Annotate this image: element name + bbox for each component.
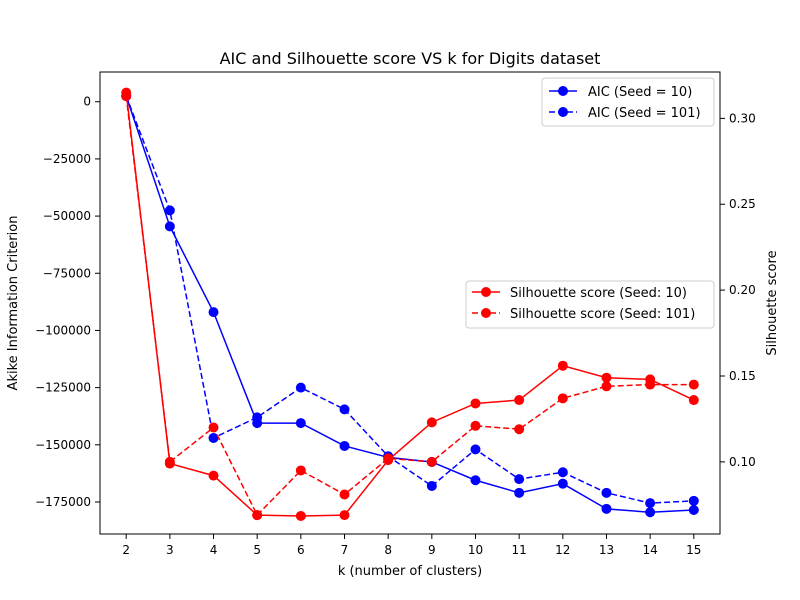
- aic-seed10-point: [339, 440, 350, 451]
- legend-aic-seed10-label: AIC (Seed = 10): [588, 85, 692, 100]
- left-y-tick-label: −75000: [43, 266, 91, 280]
- aic-seed101-line: [125, 95, 694, 504]
- aic-seed10-point: [601, 503, 612, 514]
- left-y-tick-label: −50000: [43, 209, 91, 223]
- x-tick-label: 8: [384, 543, 392, 557]
- legend-aic-box: [541, 77, 715, 127]
- x-tick-label: 14: [643, 543, 658, 557]
- silhouette-seed10-point: [470, 398, 481, 409]
- silhouette-seed101-point: [164, 456, 175, 467]
- silhouette-seed101-point: [208, 422, 219, 433]
- right-y-tick-label: 0.10: [729, 455, 756, 469]
- aic-seed10-point: [557, 478, 568, 489]
- x-tick-label: 15: [686, 543, 701, 557]
- right-y-tick-label: 0.20: [729, 283, 756, 297]
- aic-seed10-point: [645, 507, 656, 518]
- x-tick-label: 7: [341, 543, 349, 557]
- x-tick-label: 6: [297, 543, 305, 557]
- chart-title: AIC and Silhouette score VS k for Digits…: [220, 49, 601, 68]
- left-y-tick-label: −150000: [35, 438, 91, 452]
- legend-sil-seed10-marker: [481, 287, 491, 297]
- legend-aic-seed10-marker: [558, 86, 568, 96]
- silhouette-seed101-point: [339, 489, 350, 500]
- silhouette-seed101-point: [121, 91, 132, 102]
- legend-sil-seed10-label: Silhouette score (Seed: 10): [510, 286, 687, 301]
- legend-silhouette-box: [465, 280, 715, 329]
- silhouette-seed101-point: [557, 393, 568, 404]
- silhouette-seed10-point: [339, 510, 350, 521]
- x-axis-label: k (number of clusters): [338, 564, 482, 579]
- x-tick-label: 3: [166, 543, 174, 557]
- aic-seed101-point: [514, 474, 525, 485]
- silhouette-seed101-point: [252, 510, 263, 521]
- aic-seed101-point: [470, 444, 481, 455]
- silhouette-seed101-point: [295, 465, 306, 476]
- left-y-tick-label: 0: [83, 95, 91, 109]
- right-y-tick-label: 0.25: [729, 197, 756, 211]
- silhouette-seed101-point: [645, 379, 656, 390]
- silhouette-seed10-point: [514, 395, 525, 406]
- aic-seed101-point: [645, 498, 656, 509]
- legend-aic: AIC (Seed = 10) AIC (Seed = 101): [541, 77, 715, 127]
- left-y-tick-label: −125000: [35, 381, 91, 395]
- silhouette-seed10-point: [426, 417, 437, 428]
- right-y-tick-label: 0.30: [729, 111, 756, 125]
- aic-seed101-point: [164, 205, 175, 216]
- left-axis-label: Akike Information Criterion: [6, 216, 21, 391]
- silhouette-seed101-point: [470, 420, 481, 431]
- right-y-tick-label: 0.15: [729, 369, 756, 383]
- x-tick-label: 10: [468, 543, 483, 557]
- plot-area: [99, 71, 721, 535]
- x-tick-label: 13: [599, 543, 614, 557]
- aic-seed101-point: [601, 487, 612, 498]
- aic-seed101-point: [252, 412, 263, 423]
- x-tick-label: 9: [428, 543, 436, 557]
- aic-seed101-point: [426, 480, 437, 491]
- legend-sil-seed101-marker: [481, 308, 491, 318]
- aic-seed10-point: [295, 418, 306, 429]
- silhouette-seed101-point: [601, 381, 612, 392]
- silhouette-seed101-point: [688, 379, 699, 390]
- aic-seed101-point: [688, 495, 699, 506]
- silhouette-seed10-point: [688, 395, 699, 406]
- silhouette-seed10-point: [295, 510, 306, 521]
- aic-seed10-point: [470, 475, 481, 486]
- x-tick-label: 5: [253, 543, 261, 557]
- x-tick-label: 4: [210, 543, 218, 557]
- aic-seed101-point: [208, 432, 219, 443]
- legend-silhouette: Silhouette score (Seed: 10) Silhouette s…: [465, 280, 715, 329]
- aic-seed101-point: [295, 382, 306, 393]
- silhouette-seed10-point: [208, 470, 219, 481]
- silhouette-seed10-point: [557, 360, 568, 371]
- silhouette-seed10-line: [125, 92, 695, 517]
- axis-layer: 2 3 4 5 6 7 8 9 10 11 12 13 14 15 0 −25000 −50000 −75000 −…: [35, 95, 756, 557]
- legend-sil-seed101-label: Silhouette score (Seed: 101): [510, 307, 695, 322]
- silhouette-seed101-line: [125, 95, 694, 517]
- aic-seed10-point: [208, 307, 219, 318]
- silhouette-seed101-point: [514, 424, 525, 435]
- legend-aic-seed101-marker: [558, 107, 568, 117]
- aic-seed101-point: [339, 404, 350, 415]
- x-tick-label: 12: [555, 543, 570, 557]
- silhouette-seed10-point: [601, 372, 612, 383]
- right-axis-label: Silhouette score: [765, 250, 780, 355]
- aic-seed10-point: [514, 487, 525, 498]
- aic-seed101-point: [557, 467, 568, 478]
- left-y-tick-label: −175000: [35, 495, 91, 509]
- left-y-tick-label: −25000: [43, 152, 91, 166]
- aic-seed10-point: [688, 504, 699, 515]
- silhouette-seed101-point: [426, 456, 437, 467]
- x-tick-label: 2: [122, 543, 130, 557]
- legend-aic-seed101-label: AIC (Seed = 101): [588, 106, 701, 121]
- x-tick-label: 11: [512, 543, 527, 557]
- left-y-tick-label: −100000: [35, 323, 91, 337]
- silhouette-seed101-point: [383, 453, 394, 464]
- series-layer: [121, 87, 699, 521]
